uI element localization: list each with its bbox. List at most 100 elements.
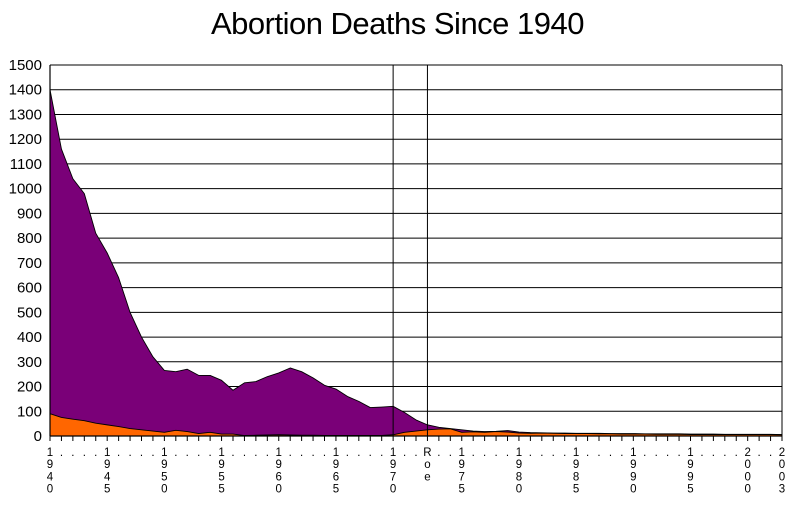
svg-text:.: . xyxy=(128,447,131,459)
svg-text:.: . xyxy=(357,447,360,459)
svg-text:.: . xyxy=(300,447,303,459)
svg-text:.: . xyxy=(506,447,509,459)
svg-text:9: 9 xyxy=(161,459,167,471)
svg-text:1: 1 xyxy=(161,447,167,459)
plot-frame xyxy=(49,65,783,441)
svg-text:1: 1 xyxy=(516,447,522,459)
svg-text:9: 9 xyxy=(390,459,396,471)
y-tick-label-900: 900 xyxy=(17,205,42,222)
y-tick-label-200: 200 xyxy=(17,379,42,396)
svg-text:9: 9 xyxy=(630,459,636,471)
x-tick-label-dot: . xyxy=(174,447,177,459)
y-tick-label-700: 700 xyxy=(17,255,42,272)
svg-text:3: 3 xyxy=(779,484,785,496)
svg-text:5: 5 xyxy=(218,471,224,483)
svg-text:.: . xyxy=(643,447,646,459)
x-tick-label-dot: . xyxy=(403,447,406,459)
svg-text:.: . xyxy=(677,447,680,459)
svg-text:.: . xyxy=(254,447,257,459)
y-tick-label-800: 800 xyxy=(17,230,42,247)
x-tick-label-dot: . xyxy=(563,447,566,459)
x-tick-label-dot: . xyxy=(540,447,543,459)
x-tick-label-dot: . xyxy=(151,447,154,459)
svg-text:0: 0 xyxy=(161,484,167,496)
svg-text:5: 5 xyxy=(333,484,339,496)
svg-text:.: . xyxy=(769,447,772,459)
y-axis-tick-labels: 0 100 200 300 400 500 600 700 800 900 1000 1100 1200… xyxy=(9,57,42,445)
svg-text:7: 7 xyxy=(390,471,396,483)
y-tick-label-1200: 1200 xyxy=(9,131,42,148)
svg-text:.: . xyxy=(71,447,74,459)
svg-text:5: 5 xyxy=(573,484,579,496)
x-tick-label-dot: . xyxy=(357,447,360,459)
svg-text:.: . xyxy=(655,447,658,459)
x-tick-label-dot: . xyxy=(243,447,246,459)
y-tick-label-0: 0 xyxy=(34,428,42,445)
y-tick-label-400: 400 xyxy=(17,329,42,346)
series-areas xyxy=(49,89,783,437)
svg-text:.: . xyxy=(231,447,234,459)
svg-text:.: . xyxy=(758,447,761,459)
svg-text:.: . xyxy=(94,447,97,459)
svg-text:1: 1 xyxy=(390,447,396,459)
svg-text:0: 0 xyxy=(47,484,53,496)
x-tick-label-dot: . xyxy=(289,447,292,459)
svg-text:.: . xyxy=(609,447,612,459)
svg-text:.: . xyxy=(666,447,669,459)
x-tick-label-dot: . xyxy=(60,447,63,459)
y-tick-label-600: 600 xyxy=(17,280,42,297)
x-tick-label-dot: . xyxy=(735,447,738,459)
svg-text:9: 9 xyxy=(47,459,53,471)
svg-text:2: 2 xyxy=(779,447,785,459)
x-tick-label-dot: . xyxy=(597,447,600,459)
svg-text:9: 9 xyxy=(573,459,579,471)
x-tick-label-dot: . xyxy=(529,447,532,459)
svg-text:.: . xyxy=(346,447,349,459)
svg-text:0: 0 xyxy=(779,471,785,483)
svg-text:.: . xyxy=(140,447,143,459)
svg-text:.: . xyxy=(712,447,715,459)
x-tick-label-dot: . xyxy=(197,447,200,459)
y-tick-label-1000: 1000 xyxy=(9,181,42,198)
svg-text:0: 0 xyxy=(744,459,750,471)
svg-text:.: . xyxy=(311,447,314,459)
y-tick-label-300: 300 xyxy=(17,354,42,371)
x-tick-label-dot: . xyxy=(71,447,74,459)
svg-text:1: 1 xyxy=(459,447,465,459)
x-tick-label-dot: . xyxy=(83,447,86,459)
svg-text:0: 0 xyxy=(516,484,522,496)
svg-text:9: 9 xyxy=(104,459,110,471)
svg-text:7: 7 xyxy=(459,471,465,483)
svg-text:.: . xyxy=(494,447,497,459)
y-tick-label-1500: 1500 xyxy=(9,57,42,74)
svg-text:4: 4 xyxy=(47,471,54,483)
y-tick-label-500: 500 xyxy=(17,304,42,321)
svg-text:1: 1 xyxy=(333,447,339,459)
svg-text:9: 9 xyxy=(630,471,636,483)
x-tick-label-dot: . xyxy=(666,447,669,459)
svg-text:.: . xyxy=(369,447,372,459)
x-tick-label-dot: . xyxy=(472,447,475,459)
x-tick-label-dot: . xyxy=(620,447,623,459)
x-tick-label-dot: . xyxy=(380,447,383,459)
svg-text:.: . xyxy=(437,447,440,459)
svg-text:6: 6 xyxy=(276,471,282,483)
svg-text:.: . xyxy=(197,447,200,459)
svg-text:8: 8 xyxy=(573,471,579,483)
y-tick-label-1300: 1300 xyxy=(9,106,42,123)
x-tick-label-dot: . xyxy=(369,447,372,459)
y-tick-label-1400: 1400 xyxy=(9,82,42,99)
svg-text:1: 1 xyxy=(276,447,282,459)
svg-text:1: 1 xyxy=(104,447,110,459)
x-tick-label-dot: . xyxy=(609,447,612,459)
svg-text:0: 0 xyxy=(744,484,750,496)
svg-text:9: 9 xyxy=(516,459,522,471)
